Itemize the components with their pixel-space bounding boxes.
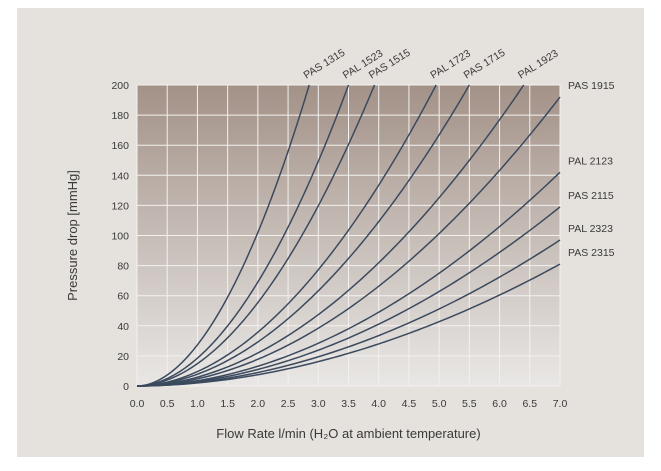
- x-tick-label: 3.5: [341, 398, 356, 410]
- series-line: [137, 84, 310, 387]
- y-tick-label: 140: [111, 170, 129, 182]
- y-tick-label: 160: [111, 140, 129, 152]
- series-label: PAL 2323: [568, 223, 613, 235]
- x-tick-label: 6.0: [492, 398, 507, 410]
- x-tick-label: 0.0: [130, 398, 145, 410]
- series-line: [137, 239, 561, 387]
- x-tick-label: 1.0: [190, 398, 205, 410]
- y-axis-ticks: 0 20 40 60 80 100 120 140 160 180 200: [111, 80, 129, 393]
- y-tick-label: 80: [117, 261, 129, 273]
- pressure-drop-chart: 0.0 0.5 1.0 1.5 2.0 2.5 3.0 3.5 4.0 4.5 5.0 5.5 6.0 6…: [65, 47, 615, 441]
- series-line: [137, 84, 525, 387]
- grid-lines: [136, 84, 561, 387]
- series-curves: [137, 84, 561, 387]
- x-axis-ticks: 0.0 0.5 1.0 1.5 2.0 2.5 3.0 3.5 4.0 4.5 5.0 5.5 6.0 6…: [130, 398, 568, 410]
- y-axis-label: Pressure drop [mmHg]: [65, 170, 80, 301]
- series-label: PAS 1315: [301, 47, 347, 82]
- series-label: PAL 1923: [516, 47, 561, 81]
- chart-panel: 0.0 0.5 1.0 1.5 2.0 2.5 3.0 3.5 4.0 4.5 5.0 5.5 6.0 6…: [17, 8, 644, 457]
- series-line: [137, 84, 350, 387]
- series-line: [137, 96, 561, 387]
- series-line: [137, 84, 471, 387]
- y-tick-label: 200: [111, 80, 129, 92]
- x-tick-label: 3.0: [311, 398, 326, 410]
- x-tick-label: 5.5: [462, 398, 477, 410]
- x-tick-label: 6.5: [522, 398, 537, 410]
- series-label: PAL 2123: [568, 155, 613, 167]
- y-tick-label: 120: [111, 200, 129, 212]
- x-tick-label: 2.0: [251, 398, 266, 410]
- y-tick-label: 40: [117, 321, 129, 333]
- y-tick-label: 0: [123, 381, 129, 393]
- x-tick-label: 4.0: [371, 398, 386, 410]
- series-line: [137, 263, 561, 387]
- y-tick-label: 20: [117, 351, 129, 363]
- x-tick-label: 7.0: [553, 398, 568, 410]
- series-label: PAS 1915: [568, 80, 615, 92]
- y-tick-label: 60: [117, 291, 129, 303]
- series-line: [137, 206, 561, 387]
- x-tick-label: 0.5: [160, 398, 175, 410]
- series-line: [137, 84, 437, 387]
- x-tick-label: 5.0: [432, 398, 447, 410]
- x-tick-label: 2.5: [281, 398, 296, 410]
- x-tick-label: 1.5: [220, 398, 235, 410]
- x-axis-label: Flow Rate l/min (H₂O at ambient temperat…: [216, 426, 480, 441]
- series-label: PAS 2115: [568, 190, 614, 202]
- series-line: [137, 171, 561, 387]
- y-tick-label: 100: [111, 231, 129, 243]
- series-label: PAS 2315: [568, 247, 615, 259]
- series-line: [137, 84, 376, 387]
- y-tick-label: 180: [111, 110, 129, 122]
- x-tick-label: 4.5: [402, 398, 417, 410]
